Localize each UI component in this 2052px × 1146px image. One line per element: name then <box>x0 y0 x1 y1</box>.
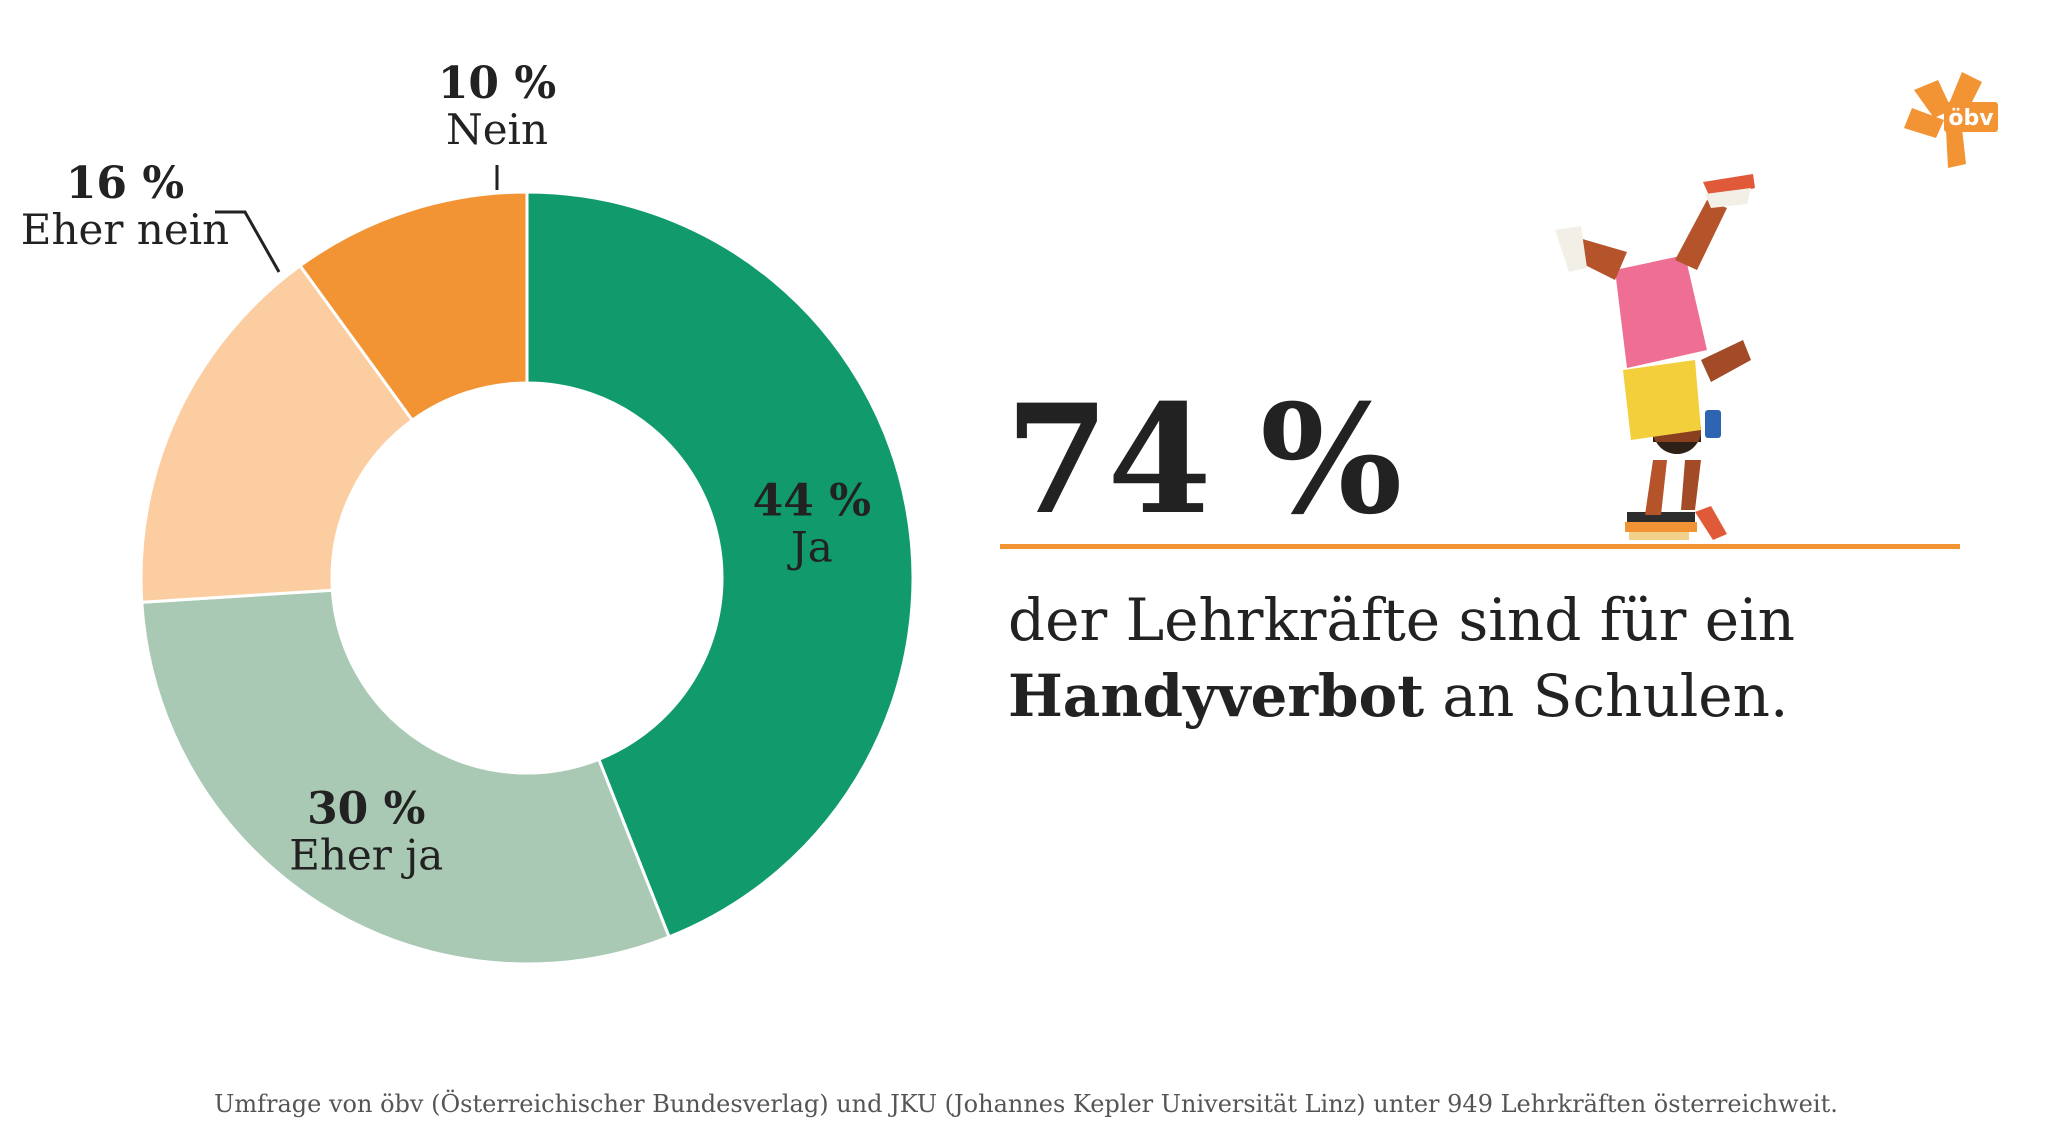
data-label-value: 44 % <box>753 476 871 527</box>
donut-slice-nein <box>298 190 529 423</box>
donut-slice-ja <box>525 190 915 939</box>
data-label-value: 16 % <box>66 158 184 209</box>
data-label-value: 10 % <box>438 58 556 109</box>
obv-logo: öbv <box>1904 72 1998 168</box>
source-footnote: Umfrage von öbv (Österreichischer Bundes… <box>214 1090 1838 1118</box>
headline-value: 74 % <box>1005 372 1402 548</box>
donut-chart: 44 %Ja 30 %Eher ja 16 %Eher nein 10 %Nein <box>21 58 915 966</box>
headline-description-line-1: der Lehrkräfte sind für ein <box>1008 586 1795 654</box>
leader-line-eher-nein <box>215 210 281 273</box>
headline-description: der Lehrkräfte sind für ein Handyverbot … <box>1008 582 1795 734</box>
headline-description-line-2: Handyverbot an Schulen. <box>1008 658 1795 734</box>
data-label-category: Ja <box>787 523 833 572</box>
obv-logo-text: öbv <box>1948 106 1994 131</box>
headline-keyword: Handyverbot <box>1008 662 1424 730</box>
data-label-category: Nein <box>446 105 548 154</box>
headline-divider <box>1000 544 1960 549</box>
donut-slice-eher-ja <box>140 588 672 966</box>
data-label-value: 30 % <box>307 783 425 834</box>
data-label-category: Eher nein <box>21 205 229 254</box>
headline-description-rest: an Schulen. <box>1424 662 1789 730</box>
handstand-person-illustration <box>1555 174 1755 540</box>
data-label-category: Eher ja <box>289 830 443 879</box>
donut-slice-eher-nein <box>139 263 415 604</box>
